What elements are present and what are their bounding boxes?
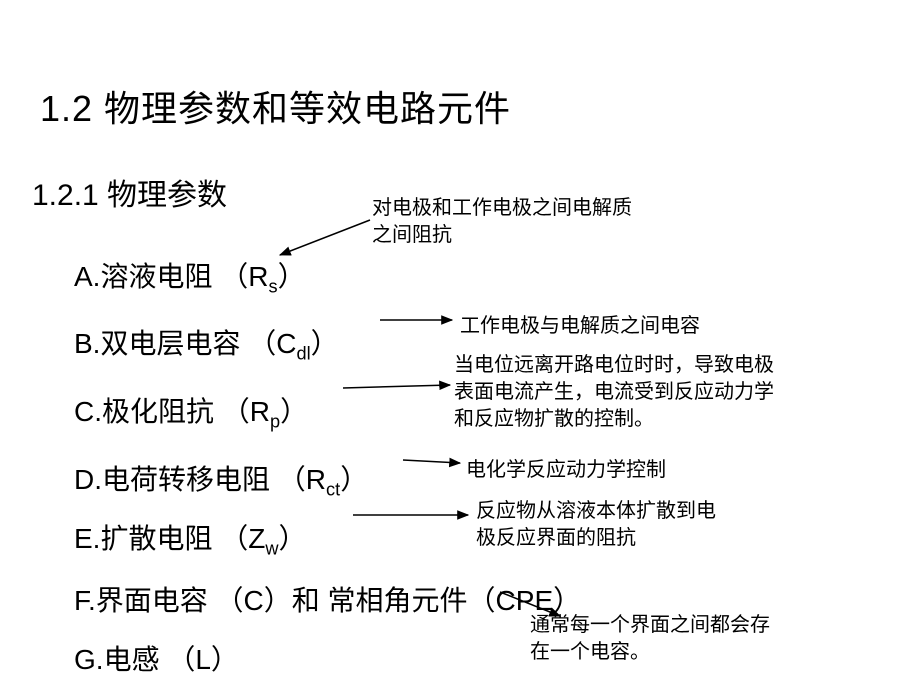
annotation-line: 电化学反应动力学控制 [466, 457, 666, 484]
item-open: （ [222, 396, 250, 427]
item-close: ） [340, 464, 368, 495]
item-letter: C. [74, 396, 102, 427]
list-item: G.电感 （L） [74, 638, 239, 678]
item-letter: E. [74, 523, 100, 554]
item-label: 电荷转移电阻 [102, 464, 278, 495]
item-label: 溶液电阻 [100, 261, 220, 292]
arrow-line [343, 385, 450, 388]
arrow-line [403, 460, 460, 463]
list-item: E.扩散电阻 （Zw） [74, 517, 307, 560]
annotation-line: 当电位远离开路电位时时，导致电极 [454, 352, 774, 379]
list-item: F.界面电容 （C）和 常相角元件（CPE） [74, 579, 581, 619]
item-close: ） [279, 523, 307, 554]
item-letter: D. [74, 464, 102, 495]
list-item: C.极化阻抗 （Rp） [74, 390, 308, 433]
item-symbol: Z [248, 523, 265, 554]
item-subscript: s [269, 277, 278, 297]
item-open: （ [220, 261, 248, 292]
annotation-text: 通常每一个界面之间都会存在一个电容。 [530, 612, 770, 666]
item-close: ） [280, 396, 308, 427]
item-subscript: p [270, 412, 280, 432]
item-symbol: C [276, 328, 296, 359]
item-letter: A. [74, 261, 100, 292]
item-close: ） [311, 328, 339, 359]
annotation-line: 对电极和工作电极之间电解质 [372, 195, 632, 222]
item-label: 界面电容 （C）和 常相角元件（CPE） [96, 585, 581, 616]
item-subscript: ct [326, 480, 340, 500]
item-letter: F. [74, 585, 96, 616]
annotation-text: 反应物从溶液本体扩散到电极反应界面的阻抗 [476, 498, 716, 552]
annotation-line: 和反应物扩散的控制。 [454, 406, 774, 433]
annotation-text: 工作电极与电解质之间电容 [460, 313, 700, 340]
section-title: 1.2 物理参数和等效电路元件 [40, 80, 511, 132]
annotation-text: 电化学反应动力学控制 [466, 457, 666, 484]
item-label: 双电层电容 [100, 328, 248, 359]
list-item: B.双电层电容 （Cdl） [74, 322, 339, 365]
item-subscript: w [265, 539, 278, 559]
annotation-line: 反应物从溶液本体扩散到电 [476, 498, 716, 525]
arrow-line [280, 220, 370, 255]
item-subscript: dl [297, 344, 311, 364]
item-letter: B. [74, 328, 100, 359]
annotation-line: 工作电极与电解质之间电容 [460, 313, 700, 340]
item-letter: G. [74, 644, 104, 675]
item-symbol: R [306, 464, 326, 495]
item-close: ） [278, 261, 306, 292]
annotation-text: 当电位远离开路电位时时，导致电极表面电流产生，电流受到反应动力学和反应物扩散的控… [454, 352, 774, 433]
item-symbol: R [248, 261, 268, 292]
annotation-line: 表面电流产生，电流受到反应动力学 [454, 379, 774, 406]
subsection-title: 1.2.1 物理参数 [32, 170, 227, 214]
annotation-line: 通常每一个界面之间都会存 [530, 612, 770, 639]
item-open: （ [220, 523, 248, 554]
item-symbol: R [250, 396, 270, 427]
item-label: 极化阻抗 [102, 396, 222, 427]
item-label: 电感 （L） [104, 644, 239, 675]
list-item: D.电荷转移电阻 （Rct） [74, 458, 368, 501]
item-open: （ [278, 464, 306, 495]
annotation-line: 极反应界面的阻抗 [476, 525, 716, 552]
item-open: （ [248, 328, 276, 359]
annotation-line: 在一个电容。 [530, 639, 770, 666]
item-label: 扩散电阻 [100, 523, 220, 554]
annotation-text: 对电极和工作电极之间电解质之间阻抗 [372, 195, 632, 249]
annotation-line: 之间阻抗 [372, 222, 632, 249]
list-item: A.溶液电阻 （Rs） [74, 255, 306, 298]
